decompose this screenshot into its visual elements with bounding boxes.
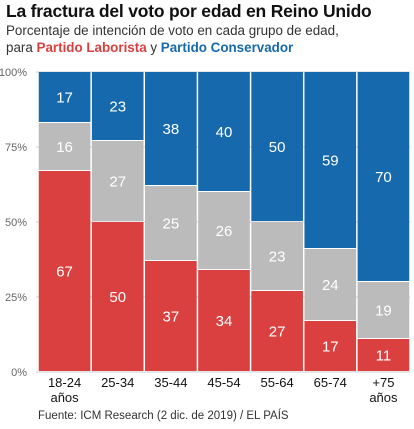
x-category-label: 55-64: [261, 375, 294, 390]
x-category-label: años: [50, 390, 79, 405]
bar-segment-conservative: [38, 72, 91, 122]
bar-segment-other: [198, 192, 250, 269]
subtitle-labour-label: Partido Laborista: [36, 40, 147, 55]
bar-segment-labour: [198, 270, 250, 371]
y-tick-label: 75%: [5, 142, 27, 154]
bar-segment-other: [357, 282, 410, 338]
data-label: 59: [322, 153, 339, 170]
bar-segment-other: [251, 222, 303, 290]
bar-segment-labour: [145, 261, 197, 371]
data-label: 26: [216, 223, 233, 240]
data-label: 17: [322, 339, 339, 356]
data-label: 40: [216, 124, 233, 141]
data-label: 16: [56, 139, 73, 156]
bar-segment-labour: [304, 321, 357, 371]
x-category-label: años: [369, 390, 398, 405]
y-tick-label: 50%: [5, 217, 27, 229]
x-category-label: 45-54: [207, 375, 240, 390]
data-label: 11: [376, 348, 392, 365]
data-label: 27: [109, 174, 126, 191]
bar-segment-other: [304, 249, 357, 320]
bar-segment-conservative: [91, 72, 144, 140]
chart-title: La fractura del voto por edad en Reino U…: [6, 1, 372, 21]
data-label: 25: [163, 216, 180, 233]
source-note: Fuente: ICM Research (2 dic. de 2019) / …: [38, 410, 289, 422]
subtitle-prefix: para: [6, 40, 37, 55]
y-tick-label: 25%: [5, 292, 27, 304]
x-category-label: 65-74: [314, 375, 347, 390]
bar-segment-conservative: [357, 72, 410, 281]
x-category-label: +75: [372, 375, 394, 390]
bar-segment-labour: [251, 291, 303, 371]
bar-segment-labour: [38, 171, 91, 371]
x-category-label: 25-34: [101, 375, 134, 390]
data-label: 50: [109, 289, 126, 306]
y-tick-label: 0%: [11, 367, 27, 379]
data-label: 23: [269, 249, 286, 266]
x-category-label: 35-44: [154, 375, 187, 390]
data-label: 67: [56, 264, 73, 281]
subtitle-connector: y: [146, 40, 161, 55]
data-label: 19: [375, 303, 392, 320]
data-label: 50: [269, 139, 286, 156]
y-tick-label: 100%: [0, 67, 27, 79]
data-label: 37: [163, 309, 180, 326]
bar-segment-conservative: [145, 72, 197, 185]
bar-segment-other: [91, 141, 144, 221]
bar-segment-conservative: [304, 72, 357, 248]
x-category-label: 18-24: [48, 375, 81, 390]
data-label: 17: [56, 90, 73, 107]
data-label: 24: [322, 277, 339, 294]
data-label: 38: [163, 121, 180, 138]
data-label: 34: [216, 313, 233, 330]
bar-segment-conservative: [251, 72, 303, 221]
data-label: 27: [269, 324, 286, 341]
chart-subtitle: Porcentaje de intención de voto en cada …: [6, 22, 406, 56]
subtitle-line1: Porcentaje de intención de voto en cada …: [6, 23, 339, 38]
bar-segment-other: [38, 123, 91, 170]
bar-segment-conservative: [198, 72, 250, 191]
bar-segment-labour: [91, 222, 144, 371]
data-label: 70: [375, 169, 392, 186]
subtitle-conservative-label: Partido Conservador: [160, 40, 294, 55]
bar-segment-labour: [357, 339, 410, 371]
data-label: 23: [109, 99, 126, 116]
bar-segment-other: [145, 186, 197, 260]
